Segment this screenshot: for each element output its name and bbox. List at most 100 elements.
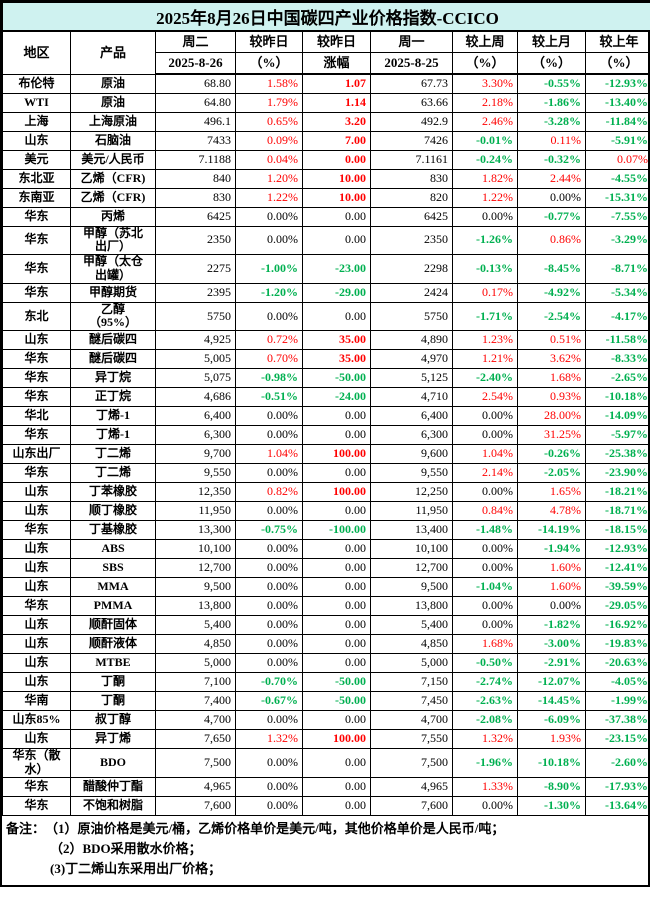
col-header-vs-last-year: 较上年 xyxy=(584,30,650,53)
value-cell: 0.07% xyxy=(584,149,650,170)
value-cell: -1.04% xyxy=(452,577,518,598)
table-row: 华东（散 水） BDO 7,500 0.00% 0.00 7,500 -1.96% -10.1… xyxy=(2,748,650,778)
value-cell: -39.59% xyxy=(584,577,650,598)
value-cell: 7.1161 xyxy=(370,149,453,170)
region-cell: 华东 xyxy=(2,282,71,303)
value-cell: 6,300 xyxy=(155,425,236,446)
value-cell: -3.00% xyxy=(517,634,586,655)
value-cell: 0.00% xyxy=(452,539,518,560)
product-cell: 美元/人民币 xyxy=(70,149,156,170)
region-cell: 华东 xyxy=(2,520,71,541)
value-cell: 13,300 xyxy=(155,520,236,541)
value-cell: -29.05% xyxy=(584,596,650,617)
value-cell: 0.00% xyxy=(452,406,518,427)
value-cell: -16.92% xyxy=(584,615,650,636)
value-cell: 5,000 xyxy=(370,653,453,674)
value-cell: -14.19% xyxy=(517,520,586,541)
value-cell: 1.04% xyxy=(235,444,303,465)
value-cell: -100.00 xyxy=(302,520,371,541)
value-cell: 1.07 xyxy=(302,73,371,94)
value-cell: 2.44% xyxy=(517,168,586,189)
product-cell: 原油 xyxy=(70,73,156,94)
value-cell: 2.14% xyxy=(452,463,518,484)
region-cell: 山东 xyxy=(2,615,71,636)
region-cell: 山东 xyxy=(2,672,71,693)
value-cell: 1.21% xyxy=(452,349,518,370)
table-row: 东南亚 乙烯（CFR) 830 1.22% 10.00 820 1.22% 0.00% -15.… xyxy=(2,187,650,208)
table-row: 华东 醚后碳四 5,005 0.70% 35.00 4,970 1.21% 3.62% -8.3… xyxy=(2,349,650,370)
value-cell: 0.00% xyxy=(452,482,518,503)
product-cell: 异丁烷 xyxy=(70,368,156,389)
region-cell: 山东 xyxy=(2,539,71,560)
table-row: 华东 丁二烯 9,550 0.00% 0.00 9,550 2.14% -2.05% -23.9… xyxy=(2,463,650,484)
value-cell: -0.24% xyxy=(452,149,518,170)
value-cell: -10.18% xyxy=(517,748,586,778)
table-row: 华东 丙烯 6425 0.00% 0.00 6425 0.00% -0.77% -7.55% xyxy=(2,206,650,227)
value-cell: 4,890 xyxy=(370,330,453,351)
col-header-tuesday: 周二 xyxy=(155,30,236,53)
value-cell: 4,686 xyxy=(155,387,236,408)
table-row: 布伦特 原油 68.80 1.58% 1.07 67.73 3.30% -0.55% -12.9… xyxy=(2,73,650,94)
value-cell: 6425 xyxy=(155,206,236,227)
table-row: 山东85% 叔丁醇 4,700 0.00% 0.00 4,700 -2.08% -6.09% -… xyxy=(2,710,650,731)
value-cell: 0.00% xyxy=(235,748,303,778)
region-cell: 山东 xyxy=(2,130,71,151)
value-cell: 0.00 xyxy=(302,710,371,731)
region-cell: 美元 xyxy=(2,149,71,170)
value-cell: 0.82% xyxy=(235,482,303,503)
value-cell: 2.18% xyxy=(452,92,518,113)
value-cell: 9,600 xyxy=(370,444,453,465)
region-cell: 东南亚 xyxy=(2,187,71,208)
value-cell: -0.13% xyxy=(452,254,518,284)
region-cell: 东北 xyxy=(2,301,71,332)
value-cell: -11.58% xyxy=(584,330,650,351)
value-cell: 4,965 xyxy=(155,776,236,797)
value-cell: 4,850 xyxy=(370,634,453,655)
value-cell: -0.98% xyxy=(235,368,303,389)
product-cell: 原油 xyxy=(70,92,156,113)
value-cell: 3.62% xyxy=(517,349,586,370)
value-cell: 0.00% xyxy=(235,615,303,636)
col-header-vs-yesterday-pct: 较昨日 xyxy=(235,30,303,53)
value-cell: -4.55% xyxy=(584,168,650,189)
value-cell: 1.93% xyxy=(517,729,586,750)
table-row: 山东出厂 丁二烯 9,700 1.04% 100.00 9,600 1.04% -0.26% -… xyxy=(2,444,650,465)
region-cell: 山东 xyxy=(2,577,71,598)
value-cell: -0.55% xyxy=(517,73,586,94)
value-cell: 1.32% xyxy=(452,729,518,750)
value-cell: 0.00% xyxy=(452,596,518,617)
table-row: 华东 丁烯-1 6,300 0.00% 0.00 6,300 0.00% 31.25% -5.9… xyxy=(2,425,650,446)
value-cell: -13.64% xyxy=(584,795,650,816)
value-cell: -0.51% xyxy=(235,387,303,408)
value-cell: -2.08% xyxy=(452,710,518,731)
col-subheader-pct-3: （%） xyxy=(517,52,586,75)
value-cell: -0.50% xyxy=(452,653,518,674)
value-cell: -5.97% xyxy=(584,425,650,446)
value-cell: 0.00 xyxy=(302,795,371,816)
value-cell: 0.93% xyxy=(517,387,586,408)
value-cell: -50.00 xyxy=(302,691,371,712)
col-header-product: 产品 xyxy=(70,30,156,75)
value-cell: 6,400 xyxy=(155,406,236,427)
value-cell: -0.77% xyxy=(517,206,586,227)
value-cell: 7426 xyxy=(370,130,453,151)
value-cell: 5750 xyxy=(370,301,453,332)
value-cell: 0.00 xyxy=(302,748,371,778)
value-cell: -1.96% xyxy=(452,748,518,778)
table-row: 华东 不饱和树脂 7,600 0.00% 0.00 7,600 0.00% -1.30% -13… xyxy=(2,795,650,816)
value-cell: 2350 xyxy=(370,225,453,256)
value-cell: 5,000 xyxy=(155,653,236,674)
product-cell: 上海原油 xyxy=(70,111,156,132)
value-cell: 4,925 xyxy=(155,330,236,351)
value-cell: 63.66 xyxy=(370,92,453,113)
value-cell: 0.00% xyxy=(235,558,303,579)
table-row: 山东 SBS 12,700 0.00% 0.00 12,700 0.00% 1.60% -12.… xyxy=(2,558,650,579)
value-cell: 0.00% xyxy=(235,795,303,816)
region-cell: 华东 xyxy=(2,206,71,227)
value-cell: 0.00% xyxy=(235,653,303,674)
value-cell: 12,700 xyxy=(370,558,453,579)
product-cell: SBS xyxy=(70,558,156,579)
value-cell: 0.00% xyxy=(235,425,303,446)
value-cell: -14.09% xyxy=(584,406,650,427)
table-row: 美元 美元/人民币 7.1188 0.04% 0.00 7.1161 -0.24% -0.32… xyxy=(2,149,650,170)
